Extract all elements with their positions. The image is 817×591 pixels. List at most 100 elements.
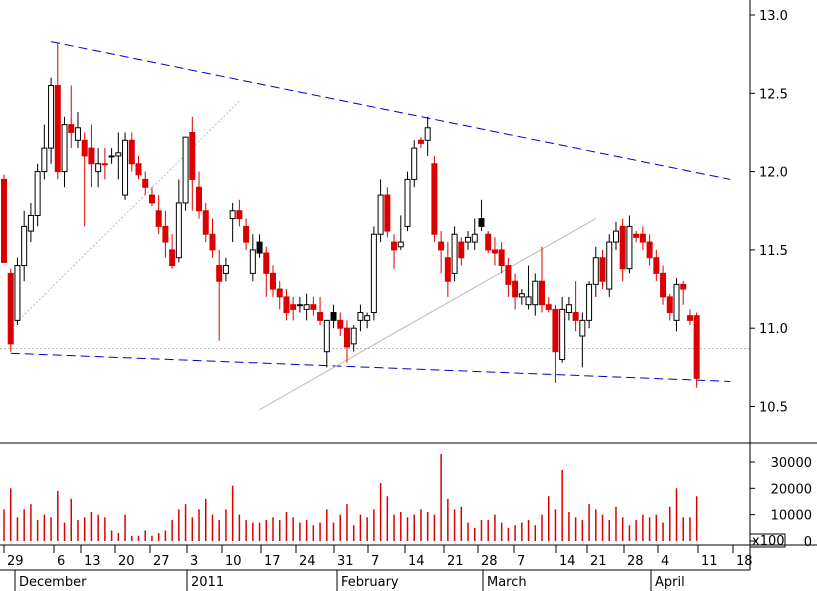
candle-102 bbox=[686, 309, 693, 326]
candle-body bbox=[680, 283, 687, 290]
candle-43 bbox=[290, 296, 297, 321]
candle-body bbox=[175, 202, 182, 259]
candle-100 bbox=[673, 278, 680, 332]
candle-14 bbox=[95, 148, 102, 188]
day-label-9: 31 bbox=[337, 554, 354, 569]
candle-60 bbox=[404, 171, 411, 232]
candle-10 bbox=[68, 85, 75, 149]
candle-53 bbox=[357, 304, 364, 332]
candle-body bbox=[653, 257, 660, 274]
candle-body bbox=[572, 312, 579, 321]
day-label-16: 21 bbox=[590, 554, 607, 569]
candle-52 bbox=[350, 325, 357, 352]
candle-26 bbox=[175, 179, 182, 263]
candle-82 bbox=[552, 304, 559, 384]
candle-body bbox=[155, 210, 162, 227]
candle-body bbox=[646, 241, 653, 259]
candle-89 bbox=[599, 249, 606, 290]
candle-5 bbox=[34, 163, 41, 227]
candle-body bbox=[1, 178, 7, 263]
y-tick-label-5: 10.5 bbox=[759, 401, 788, 416]
day-label-18: 4 bbox=[661, 554, 669, 569]
y-tick-label-4: 11.0 bbox=[759, 322, 788, 337]
candle-body bbox=[586, 283, 593, 321]
candle-15 bbox=[101, 148, 108, 180]
candle-95 bbox=[639, 226, 646, 250]
candle-body bbox=[48, 84, 55, 149]
y-tick-label-0: 13.0 bbox=[759, 9, 788, 24]
candle-body bbox=[686, 315, 693, 321]
candle-body bbox=[122, 139, 129, 196]
candle-62 bbox=[417, 137, 424, 149]
day-label-15: 14 bbox=[559, 554, 576, 569]
candle-44 bbox=[296, 296, 303, 313]
candle-99 bbox=[666, 293, 673, 321]
candle-body bbox=[599, 257, 606, 282]
candle-74 bbox=[498, 242, 505, 274]
candle-body bbox=[229, 210, 236, 220]
candle-body bbox=[323, 319, 330, 353]
candle-46 bbox=[310, 296, 317, 316]
candle-body bbox=[532, 280, 539, 306]
candle-47 bbox=[317, 296, 324, 326]
candle-88 bbox=[592, 246, 599, 297]
day-label-3: 20 bbox=[118, 554, 135, 569]
candle-93 bbox=[626, 215, 633, 274]
candle-50 bbox=[337, 312, 344, 337]
candle-body bbox=[115, 152, 122, 157]
candle-body bbox=[404, 178, 411, 227]
candle-8 bbox=[54, 43, 61, 180]
candle-68 bbox=[458, 237, 465, 266]
candle-body bbox=[458, 241, 465, 259]
volume-tick-label-1: 20000 bbox=[771, 482, 812, 497]
candle-body bbox=[606, 241, 613, 290]
candle-39 bbox=[263, 246, 270, 297]
candle-71 bbox=[478, 199, 485, 232]
candle-body bbox=[101, 163, 108, 166]
candle-101 bbox=[680, 281, 687, 305]
candle-body bbox=[135, 163, 142, 176]
candle-body bbox=[108, 155, 115, 158]
candle-body bbox=[303, 304, 310, 310]
candle-body bbox=[330, 312, 337, 321]
candle-69 bbox=[465, 231, 472, 250]
day-label-19: 11 bbox=[701, 554, 718, 569]
candle-body bbox=[88, 147, 95, 165]
candle-91 bbox=[612, 221, 619, 250]
candle-body bbox=[350, 327, 357, 345]
candle-97 bbox=[653, 249, 660, 282]
candle-body bbox=[27, 214, 34, 232]
y-tick-label-3: 11.5 bbox=[759, 244, 788, 259]
candle-body bbox=[364, 315, 371, 321]
candle-56 bbox=[377, 179, 384, 243]
candle-body bbox=[498, 249, 505, 267]
candle-body bbox=[310, 304, 317, 310]
candle-body bbox=[337, 319, 344, 329]
candle-37 bbox=[249, 234, 256, 282]
volume-tick-label-0: 30000 bbox=[771, 456, 812, 471]
candle-29 bbox=[196, 171, 203, 219]
candle-75 bbox=[505, 257, 512, 297]
candle-9 bbox=[61, 116, 68, 188]
day-label-4: 27 bbox=[153, 554, 170, 569]
volume-bars bbox=[3, 454, 698, 541]
candle-49 bbox=[330, 304, 337, 329]
candle-86 bbox=[579, 312, 586, 368]
y-tick-label-2: 12.0 bbox=[759, 166, 788, 181]
candle-body bbox=[478, 218, 485, 227]
candle-body bbox=[485, 233, 492, 251]
candle-45 bbox=[303, 293, 310, 321]
candle-body bbox=[34, 171, 41, 216]
day-label-5: 3 bbox=[190, 554, 198, 569]
candle-body bbox=[438, 241, 445, 251]
candle-20 bbox=[135, 155, 142, 180]
candle-83 bbox=[559, 296, 566, 363]
candle-body bbox=[81, 139, 88, 157]
candle-2 bbox=[14, 257, 21, 326]
candle-body bbox=[451, 233, 458, 274]
candle-body bbox=[384, 194, 391, 232]
candle-body bbox=[61, 124, 68, 173]
